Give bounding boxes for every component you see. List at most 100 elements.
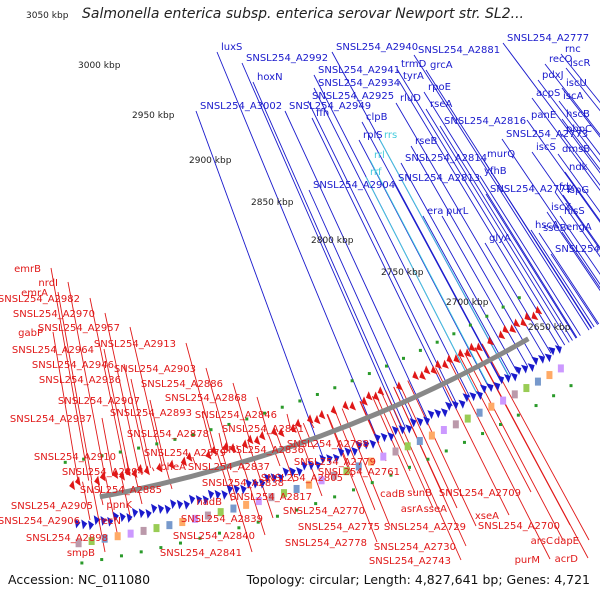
gene-label: SNSL254_A2992 (246, 53, 328, 64)
leader-line (559, 215, 600, 275)
gene-label: nrdI (38, 278, 58, 289)
leader-line (561, 87, 600, 138)
gc-dot (367, 372, 371, 376)
leader-line (50, 267, 90, 481)
gene-label: SNSL254_A2700 (478, 521, 560, 532)
forward-gene-arrow (548, 346, 556, 356)
organism-title: Salmonella enterica subsp. enterica sero… (82, 6, 524, 22)
gene-label: SNSL254_A2778 (285, 538, 367, 549)
gene-label: SNSL254_A2730 (374, 542, 456, 553)
gene-label: hscA (535, 220, 559, 231)
forward-gene-arrow (93, 515, 100, 526)
cog-category-box (511, 390, 518, 399)
gc-dot (333, 495, 337, 499)
gene-label: SNSL254_A2936 (39, 375, 121, 386)
forward-gene-arrow (164, 504, 171, 515)
leader-line (464, 352, 564, 541)
leader-line (439, 125, 573, 341)
tick-label: 3000 kbp (78, 61, 121, 71)
forward-gene-arrow (245, 479, 252, 489)
gc-dot (245, 417, 249, 421)
gene-label: grcA (430, 60, 453, 71)
cog-category-box (428, 431, 435, 440)
leader-line (526, 119, 600, 223)
leader-line (341, 408, 391, 527)
forward-gene-arrow (157, 504, 165, 514)
cog-category-box (355, 462, 362, 471)
gene-label: ffh (316, 108, 329, 119)
gene-label: xseA (475, 511, 499, 522)
leader-line (561, 231, 600, 289)
gc-dot (198, 536, 202, 540)
gene-label: SNSL254_A2709 (439, 488, 521, 499)
reverse-gene-arrow (290, 423, 297, 433)
leader-line (393, 182, 502, 382)
leader-line (558, 100, 600, 156)
gene-label: SNSL254_A2837 (188, 462, 270, 473)
gc-dot (137, 446, 141, 450)
forward-gene-arrow (176, 499, 184, 510)
forward-gene-arrow (493, 382, 501, 391)
gc-dot (159, 546, 163, 550)
leader-line (313, 87, 471, 398)
topology-summary: Topology: circular; Length: 4,827,641 bp… (246, 572, 590, 587)
gene-label: SNSL254_A2761 (318, 467, 400, 478)
reverse-gene-arrow (241, 439, 249, 449)
gene-label: yfhB (484, 166, 507, 177)
gene-label: luxS (221, 42, 242, 53)
gene-label: SNSL254_A2881 (418, 45, 500, 56)
gene-label: SNSL254_A2836 (222, 445, 304, 456)
reverse-gene-arrow (74, 476, 81, 487)
forward-gene-arrow (270, 473, 278, 483)
gene-feature-track (63, 296, 573, 565)
gene-label: iscR (570, 58, 590, 69)
leader-line (129, 326, 163, 466)
cog-category-box (127, 529, 134, 538)
forward-gene-arrow (380, 432, 388, 443)
forward-gene-arrow (514, 366, 522, 375)
gc-dot (119, 554, 123, 558)
forward-gene-arrow (544, 353, 552, 363)
leader-line (399, 384, 458, 509)
gene-label: SNSL254_A2805 (261, 473, 343, 484)
forward-gene-arrow (131, 507, 139, 518)
cog-category-box (318, 476, 325, 485)
gene-label: SNSL254_A2898 (26, 533, 108, 544)
leader-line (241, 62, 403, 430)
cog-category-box (88, 537, 95, 546)
gc-dot (237, 526, 241, 530)
gc-dot (401, 356, 405, 360)
reverse-gene-arrow (222, 441, 230, 452)
leader-line (561, 118, 600, 171)
gene-label: rnc (565, 44, 581, 55)
reverse-gene-arrow (259, 430, 266, 441)
forward-gene-arrow (391, 425, 399, 436)
forward-gene-arrow (351, 446, 358, 457)
leader-line (379, 139, 510, 378)
forward-gene-arrow (300, 461, 308, 471)
reverse-gene-arrow (509, 324, 517, 333)
gc-dot (100, 558, 104, 562)
reverse-gene-arrow (531, 311, 539, 321)
gene-label: purM (515, 555, 540, 566)
forward-gene-arrow (221, 490, 228, 500)
reverse-gene-arrow (94, 475, 101, 486)
forward-gene-arrow (332, 453, 340, 464)
cog-category-box (101, 534, 108, 543)
forward-gene-arrow (319, 454, 326, 464)
leader-line (256, 396, 269, 436)
gene-label: SNSL254_A2886 (141, 379, 223, 390)
leader-line (104, 312, 140, 471)
forward-gene-arrow (126, 513, 133, 523)
gc-dot (552, 394, 556, 398)
gene-label: SNSL254_A2925 (312, 91, 394, 102)
forward-gene-arrow (405, 424, 413, 434)
cog-category-box (546, 371, 553, 380)
gc-dot (295, 508, 299, 512)
forward-gene-arrow (233, 484, 240, 495)
forward-gene-arrow (469, 392, 477, 402)
cog-category-box (217, 508, 224, 517)
cog-category-box (440, 426, 447, 435)
leader-line (52, 331, 79, 483)
reverse-gene-arrow (271, 426, 278, 437)
